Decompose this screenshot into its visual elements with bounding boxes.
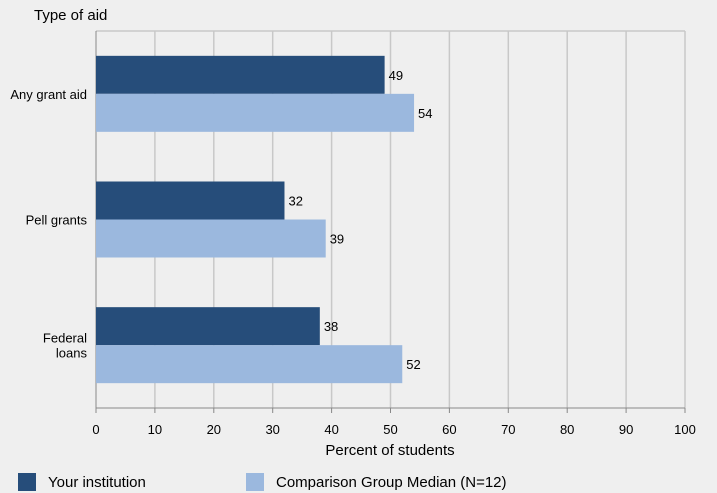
x-tick-label-50: 50 bbox=[383, 422, 397, 437]
bar-comparison-group-any-grant-aid bbox=[96, 93, 415, 132]
data-label-your-institution-any-grant-aid: 49 bbox=[389, 68, 403, 83]
x-tick-label-10: 10 bbox=[148, 422, 162, 437]
category-label-any-grant-aid: Any grant aid bbox=[10, 87, 87, 102]
data-label-your-institution-pell-grants: 32 bbox=[288, 194, 302, 209]
x-tick-label-80: 80 bbox=[560, 422, 574, 437]
data-label-comparison-group-any-grant-aid: 54 bbox=[418, 106, 432, 121]
x-tick-label-0: 0 bbox=[92, 422, 99, 437]
data-label-your-institution-federal-loans: 38 bbox=[324, 319, 338, 334]
bar-your-institution-any-grant-aid bbox=[96, 55, 385, 94]
legend-item-comparison-group: Comparison Group Median (N=12) bbox=[246, 472, 507, 492]
x-tick-label-100: 100 bbox=[674, 422, 696, 437]
x-tick-label-40: 40 bbox=[324, 422, 338, 437]
legend-label-comparison-group: Comparison Group Median (N=12) bbox=[276, 473, 507, 491]
legend-item-your-institution: Your institution bbox=[18, 472, 146, 492]
bar-comparison-group-federal-loans bbox=[96, 345, 403, 384]
x-tick-label-30: 30 bbox=[265, 422, 279, 437]
bar-comparison-group-pell-grants bbox=[96, 219, 326, 258]
x-tick-label-70: 70 bbox=[501, 422, 515, 437]
data-label-comparison-group-federal-loans: 52 bbox=[406, 357, 420, 372]
category-label-pell-grants: Pell grants bbox=[26, 213, 88, 228]
legend: Your institution Comparison Group Median… bbox=[0, 469, 717, 493]
legend-swatch-comparison-group bbox=[246, 473, 264, 491]
bar-your-institution-pell-grants bbox=[96, 181, 285, 220]
bars bbox=[96, 55, 415, 384]
bar-your-institution-federal-loans bbox=[96, 307, 320, 346]
x-tick-label-90: 90 bbox=[619, 422, 633, 437]
x-tick-label-20: 20 bbox=[207, 422, 221, 437]
x-tick-label-60: 60 bbox=[442, 422, 456, 437]
data-label-comparison-group-pell-grants: 39 bbox=[330, 232, 344, 247]
bar-chart: Type of aid Percent of students 0 10 20 30 4… bbox=[10, 7, 696, 459]
y-axis-title: Type of aid bbox=[34, 7, 107, 24]
category-label-federal-loans: Federal loans bbox=[43, 331, 88, 361]
x-axis-title: Percent of students bbox=[325, 442, 454, 459]
legend-swatch-your-institution bbox=[18, 473, 36, 491]
legend-label-your-institution: Your institution bbox=[48, 473, 146, 491]
